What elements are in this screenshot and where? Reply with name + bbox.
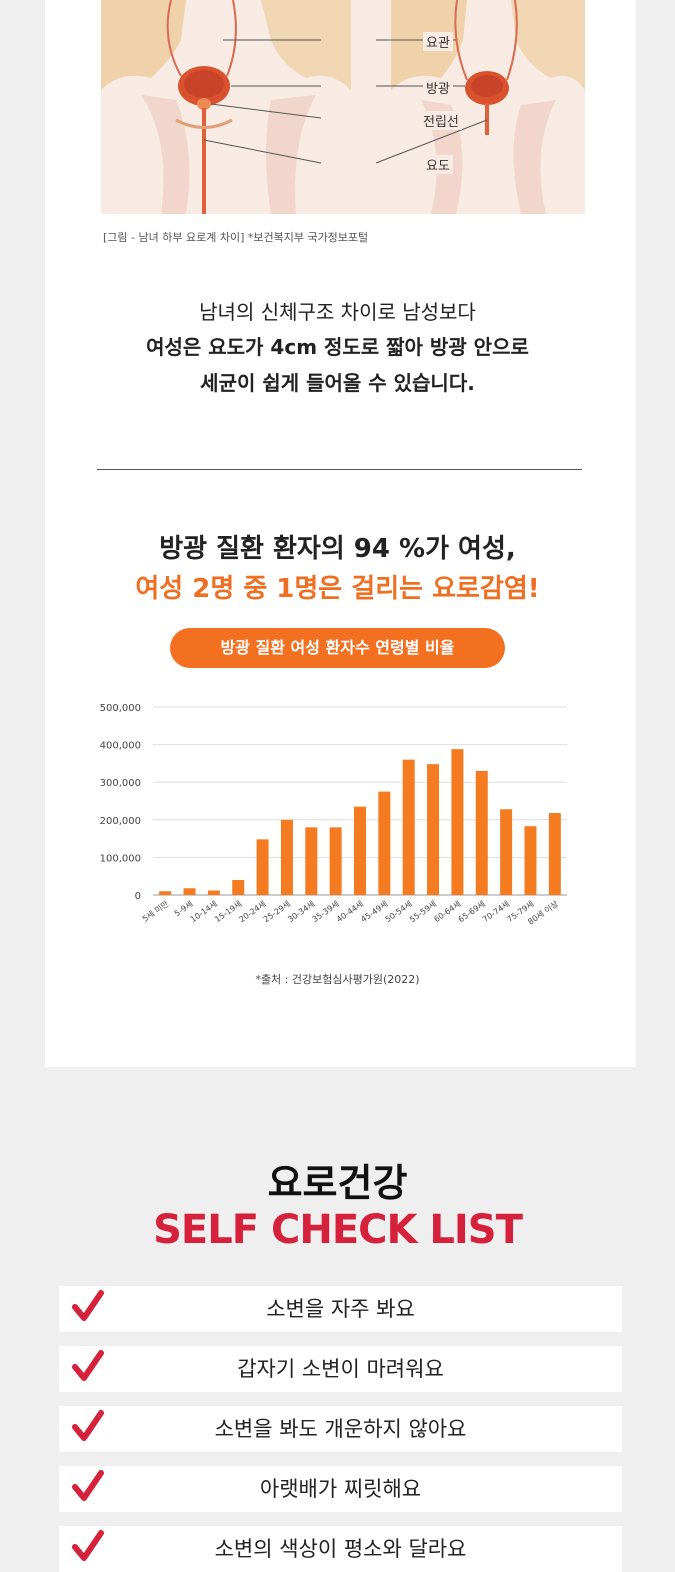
check-mark-icon <box>72 1410 104 1441</box>
check-item: 갑자기 소변이 마려워요 <box>59 1346 622 1392</box>
headline-line-2: 여성 2명 중 1명은 걸리는 요로감염! <box>135 574 540 604</box>
bar <box>402 759 415 895</box>
label-bladder: 방광 <box>423 78 453 97</box>
y-tick-label: 500,000 <box>100 703 141 714</box>
bar <box>183 888 196 895</box>
check-item-text: 소변을 자주 봐요 <box>266 1297 415 1321</box>
bar <box>378 791 391 895</box>
bar <box>500 809 513 895</box>
check-mark-icon <box>72 1350 104 1381</box>
divider <box>97 469 582 470</box>
y-tick-label: 100,000 <box>100 853 141 864</box>
checklist-title: 요로건강 <box>267 1161 408 1205</box>
label-urethra: 요도 <box>423 155 453 174</box>
bar <box>548 813 561 895</box>
bar <box>256 839 269 895</box>
chart-title-pill: 방광 질환 여성 환자수 연령별 비율 <box>170 628 505 668</box>
y-tick-label: 0 <box>135 891 141 902</box>
label-ureter: 요관 <box>423 32 453 51</box>
y-tick-label: 300,000 <box>100 778 141 789</box>
age-bar-chart: 500,000 400,000 300,000 200,000 100,000 05세 미… <box>100 703 567 927</box>
bar <box>354 806 366 895</box>
bar <box>280 819 293 895</box>
intro-line-3: 세균이 쉽게 들어올 수 있습니다. <box>200 371 475 395</box>
bar <box>524 826 537 895</box>
check-mark-icon <box>72 1530 104 1561</box>
check-item: 소변을 자주 봐요 <box>59 1286 622 1332</box>
check-item-text: 소변의 색상이 평소와 달라요 <box>214 1537 467 1561</box>
bar <box>159 891 172 895</box>
intro-line-1: 남녀의 신체구조 차이로 남성보다 <box>199 300 476 324</box>
check-item-text: 소변을 봐도 개운하지 않아요 <box>214 1417 467 1441</box>
y-tick-label: 200,000 <box>100 816 141 827</box>
bar <box>329 827 342 895</box>
check-item: 소변을 봐도 개운하지 않아요 <box>59 1406 622 1452</box>
check-item: 아랫배가 찌릿해요 <box>59 1466 622 1512</box>
y-tick-label: 400,000 <box>100 741 141 752</box>
headline-line-1: 방광 질환 환자의 94 %가 여성, <box>159 534 516 564</box>
x-tick-label: 5세 미만 <box>141 899 171 924</box>
check-mark-icon <box>72 1290 104 1321</box>
bar <box>207 890 220 895</box>
figure-caption: [그림 - 남녀 하부 요로계 차이] *보건복지부 국가정보포털 <box>103 231 369 244</box>
pelvis-drawing <box>101 0 585 214</box>
bar <box>451 749 464 895</box>
bar <box>305 827 318 895</box>
check-mark-icon <box>72 1470 104 1501</box>
bar <box>232 879 245 895</box>
bar <box>427 764 440 895</box>
label-prostate: 전립선 <box>420 111 462 130</box>
anatomy-illustration: 요관 방광 전립선 요도 <box>101 0 585 214</box>
check-item-text: 아랫배가 찌릿해요 <box>259 1477 422 1501</box>
chart-source: *출처 : 건강보험심사평가원(2022) <box>255 973 420 986</box>
bar <box>475 770 488 895</box>
checklist-subtitle: SELF CHECK LIST <box>153 1207 523 1253</box>
check-item: 소변의 색상이 평소와 달라요 <box>59 1526 622 1572</box>
check-item-text: 갑자기 소변이 마려워요 <box>237 1357 444 1381</box>
intro-line-2: 여성은 요도가 4cm 정도로 짧아 방광 안으로 <box>146 335 529 359</box>
